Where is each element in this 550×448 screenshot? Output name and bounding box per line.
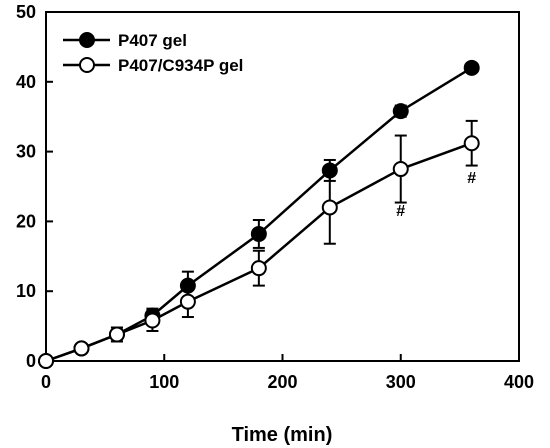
y-tick-label: 30 (16, 142, 36, 162)
y-tick-label: 40 (16, 72, 36, 92)
annotation-layer: ## (396, 170, 476, 220)
legend-label: P407 gel (118, 31, 187, 50)
series-p407-c934p-point (392, 161, 409, 178)
series-p407-c934p-point (73, 340, 90, 357)
series-layer (38, 59, 480, 369)
y-tick-label: 10 (16, 281, 36, 301)
legend: P407 gel P407/C934P gel (63, 31, 243, 75)
significance-marker: # (467, 170, 476, 187)
series-p407-c934p-point (321, 199, 338, 216)
series-p407-point (392, 103, 409, 120)
series-p407-c934p-point (463, 135, 480, 152)
series-p407-c934p-point (38, 353, 54, 369)
legend-marker (79, 32, 95, 48)
series-p407-c934p-point (250, 260, 267, 277)
series-p407-c934p (38, 119, 480, 369)
series-p407 (38, 59, 480, 369)
series-p407-point (250, 225, 267, 242)
legend-label: P407/C934P gel (118, 56, 243, 75)
x-tick-label: 200 (267, 372, 297, 392)
plot-frame (45, 11, 520, 362)
y-tick-label: 20 (16, 211, 36, 231)
legend-item: P407 gel (63, 31, 187, 50)
x-axis-ticks: 0 100 200 300 400 (41, 354, 534, 392)
x-tick-label: 0 (41, 372, 51, 392)
series-p407-c934p-point (179, 293, 196, 310)
x-tick-label: 400 (504, 372, 534, 392)
series-p407-c934p-point (108, 326, 125, 343)
legend-marker (79, 57, 95, 73)
y-tick-label: 50 (16, 2, 36, 22)
legend-item: P407/C934P gel (63, 56, 243, 75)
y-tick-label: 0 (26, 351, 36, 371)
x-axis-title: Time (min) (232, 424, 333, 446)
significance-marker: # (396, 203, 405, 220)
y-axis-ticks: 0 10 20 30 40 50 (16, 2, 53, 371)
series-p407-point (463, 59, 480, 76)
series-p407-c934p-point (144, 312, 161, 329)
x-tick-label: 100 (149, 372, 179, 392)
x-tick-label: 300 (386, 372, 416, 392)
